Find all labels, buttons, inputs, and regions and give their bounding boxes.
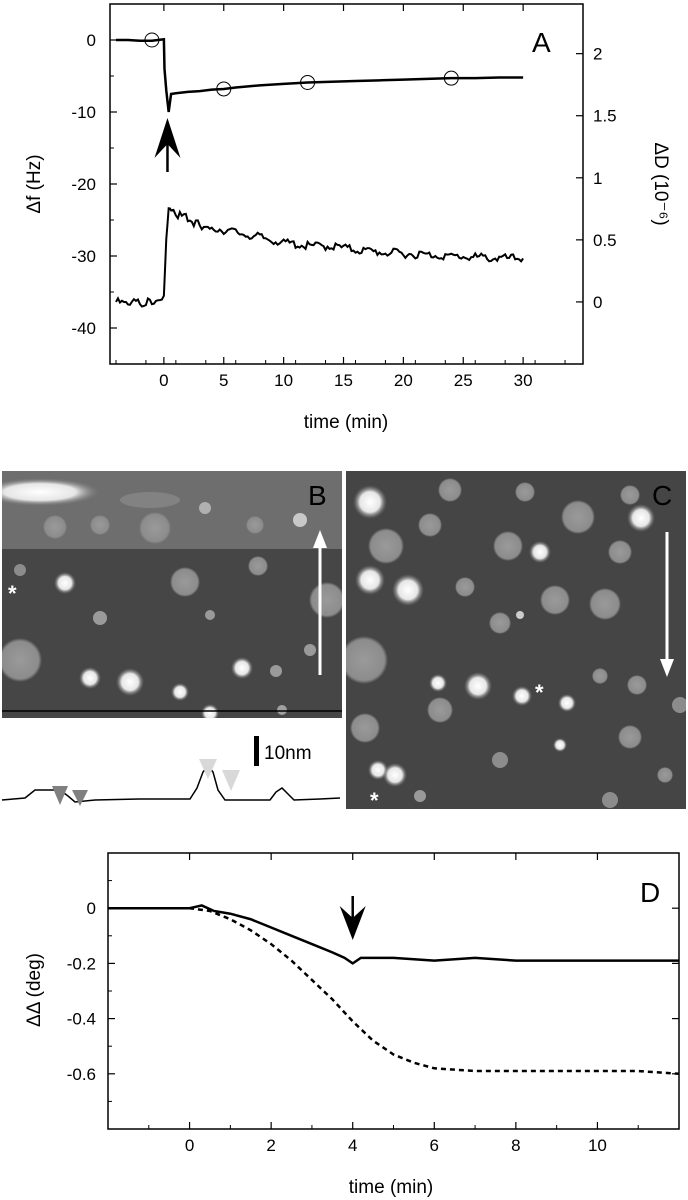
chart-d-ytick-label: -0.4	[67, 1010, 96, 1029]
chart-a-series	[115, 32, 524, 308]
chart-a-xtick-label: 10	[274, 371, 293, 390]
chart-a-ytick-right-label: 1.5	[593, 107, 617, 126]
chart-a-series-frequency	[115, 37, 524, 113]
chart-a-marker	[144, 32, 160, 48]
afm-b-height-profile: 10nm	[1, 736, 341, 806]
chart-d-ytick-label: -0.2	[67, 954, 96, 973]
chart-d-xlabel: time (min)	[349, 1177, 433, 1198]
chart-a-arrow-up	[154, 118, 181, 172]
chart-a-ytick-right-label: 0	[593, 293, 602, 312]
afm-b-panel-label: B	[308, 480, 327, 511]
chart-a-marker	[216, 81, 232, 97]
chart-a-ytick-label: -10	[71, 103, 96, 122]
chart-a-marker	[300, 74, 316, 90]
chart-a-ytick-label: -40	[71, 319, 96, 338]
afm-image-c: C * *	[346, 471, 686, 813]
chart-d-xtick-label: 2	[266, 1136, 275, 1155]
chart-a-panel-label: A	[532, 27, 551, 58]
chart-d-ylabel: ΔΔ (deg)	[24, 953, 45, 1027]
afm-b-star: *	[8, 581, 17, 606]
chart-a: 0 5 10 15 20 25 30 0 -10 -20 -30 -40 0 0.5 1 1.5 2 time …	[24, 3, 671, 433]
chart-d-ytick-label: 0	[87, 899, 96, 918]
chart-d-ytick-label: -0.6	[67, 1065, 96, 1084]
chart-d-xtick-label: 10	[588, 1136, 607, 1155]
chart-a-xtick-label: 25	[454, 371, 473, 390]
chart-d: 0 2 4 6 8 10 0 -0.2 -0.4 -0.6 time (min) ΔΔ (deg)…	[24, 852, 680, 1198]
chart-d-arrow-down	[339, 896, 366, 940]
chart-a-xtick-label: 20	[394, 371, 413, 390]
afm-b-scale-bar-label: 10nm	[264, 743, 312, 764]
afm-c-scan-arrow-down	[660, 532, 674, 677]
chart-a-ytick-label: -30	[71, 247, 96, 266]
chart-d-xtick-label: 4	[348, 1136, 357, 1155]
chart-a-ylabel-right: ΔD (10⁻⁶)	[650, 142, 671, 225]
chart-d-ticks: 0 2 4 6 8 10 0 -0.2 -0.4 -0.6	[67, 853, 679, 1155]
chart-a-ytick-right-label: 0.5	[593, 231, 617, 250]
afm-c-panel-label: C	[652, 480, 672, 511]
chart-a-ytick-label: 0	[87, 31, 96, 50]
chart-a-series-dissipation	[115, 207, 524, 308]
chart-a-xtick-label: 5	[219, 371, 228, 390]
afm-c-star-1: *	[535, 680, 544, 705]
chart-a-ytick-right-label: 1	[593, 169, 602, 188]
chart-d-series-solid	[108, 904, 679, 965]
chart-a-xtick-label: 15	[334, 371, 353, 390]
chart-d-series-dashed	[108, 906, 680, 1076]
chart-a-ytick-label: -20	[71, 175, 96, 194]
chart-a-marker	[443, 70, 459, 86]
chart-d-frame	[107, 852, 680, 1130]
chart-a-frame	[109, 3, 584, 365]
chart-a-ticks: 0 5 10 15 20 25 30 0 -10 -20 -30 -40 0 0.5 1 1.5 2	[71, 3, 617, 390]
chart-d-xtick-label: 0	[185, 1136, 194, 1155]
afm-image-b: B * 10nm	[1, 471, 342, 806]
chart-a-ylabel-left: Δf (Hz)	[24, 154, 45, 213]
chart-a-xtick-label: 0	[159, 371, 168, 390]
afm-c-star-2: *	[370, 788, 379, 813]
chart-d-xtick-label: 8	[511, 1136, 520, 1155]
chart-d-xtick-label: 6	[430, 1136, 439, 1155]
chart-d-series	[108, 904, 680, 1076]
chart-a-xlabel: time (min)	[304, 412, 388, 433]
chart-a-xtick-label: 30	[514, 371, 533, 390]
afm-b-scan-arrow-up	[313, 530, 327, 675]
chart-d-panel-label: D	[640, 877, 660, 908]
chart-a-ytick-right-label: 2	[593, 45, 602, 64]
